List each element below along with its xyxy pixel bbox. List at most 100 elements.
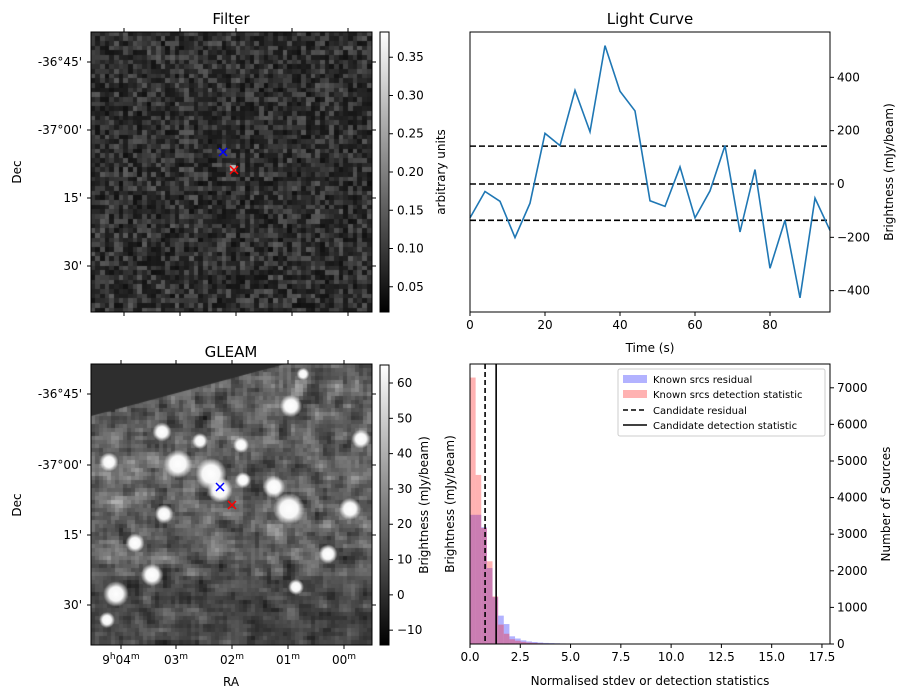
histogram-bar [515, 640, 521, 644]
filter-ytick: 15' [63, 191, 82, 205]
gleam-ytick: 30' [63, 598, 82, 612]
histogram-bar [526, 641, 532, 644]
histogram-bar [486, 561, 493, 644]
legend-label: Candidate detection statistic [653, 421, 797, 432]
gleam-ytick: -37°00' [38, 458, 82, 472]
filter-title: Filter [212, 10, 250, 28]
filter-colorbar-label: arbitrary units [434, 129, 448, 215]
filter-ytick: 30' [63, 259, 82, 273]
xtick-label: 10.0 [658, 650, 685, 664]
xtick-label: 12.5 [708, 650, 735, 664]
red-x-marker [227, 500, 237, 510]
histogram-bar [492, 596, 499, 644]
legend-label: Known srcs residual [653, 375, 752, 386]
legend-label: Candidate residual [653, 406, 747, 417]
lightcurve-xlabel: Time (s) [625, 341, 675, 355]
legend-swatch-detection [623, 390, 647, 398]
ytick-label: 200 [837, 124, 860, 138]
histogram-bar [537, 642, 544, 644]
colorbar-tick-label: 0.30 [397, 88, 424, 102]
colorbar-tick-label: 30 [397, 482, 412, 496]
histogram-bar [481, 527, 487, 644]
histogram-frame [469, 363, 831, 645]
histogram-bar [470, 514, 476, 644]
blue-x-marker [215, 482, 225, 492]
colorbar-tick-label: 0.15 [397, 203, 424, 217]
colorbar-tick-label: 0.20 [397, 165, 424, 179]
histogram-bar [498, 624, 504, 644]
colorbar-tick-label: 0.35 [397, 50, 424, 64]
colorbar-tick-label: 0 [397, 588, 405, 602]
histogram-bar [470, 377, 476, 644]
gleam-xtick-label: 01m [276, 652, 300, 667]
colorbar-tick-label: 0.05 [397, 280, 424, 294]
histogram-bar [509, 636, 516, 644]
ytick-right-label: 0 [837, 637, 845, 651]
ytick-right-label: 4000 [837, 491, 868, 505]
histogram-bar [531, 641, 538, 644]
gleam-colorbar [379, 364, 390, 646]
histogram-bar [486, 568, 493, 644]
colorbar-tick-label: 60 [397, 376, 412, 390]
filter-frame [90, 31, 373, 313]
lightcurve-series-line [469, 45, 831, 299]
colorbar-tick-label: 40 [397, 447, 412, 461]
xtick-label: 20 [537, 318, 552, 332]
ytick-right-label: 7000 [837, 381, 868, 395]
gleam-xtick-label: 9h04m [102, 652, 139, 667]
gleam-xtick-label: 03m [164, 652, 188, 667]
histogram-bar [481, 527, 487, 644]
xtick-label: 0.0 [460, 650, 479, 664]
xtick-label: 15.0 [758, 650, 785, 664]
lightcurve-ylabel: Brightness (mJy/beam) [882, 103, 896, 241]
histogram-bar [520, 640, 527, 644]
histogram-bar [531, 642, 538, 644]
legend-label: Known srcs detection statistic [653, 390, 802, 401]
ytick-right-label: 6000 [837, 417, 868, 431]
colorbar-tick-label: −10 [397, 623, 422, 637]
ytick-right-label: 3000 [837, 527, 868, 541]
histogram-bar [475, 474, 482, 644]
filter-ytick: -36°45' [38, 55, 82, 69]
histogram-legend: Known srcs residual Known srcs detection… [617, 368, 826, 437]
histogram-bar [498, 615, 504, 644]
colorbar-tick-label: 0.10 [397, 242, 424, 256]
ytick-label: −200 [837, 230, 870, 244]
ytick-right-label: 2000 [837, 564, 868, 578]
gleam-xtick-label: 02m [220, 652, 244, 667]
lightcurve-title: Light Curve [607, 10, 693, 28]
histogram-bar [520, 641, 527, 644]
filter-colorbar [379, 31, 390, 313]
ytick-right-label: 5000 [837, 454, 868, 468]
filter-ylabel: Dec [10, 160, 24, 183]
gleam-panel: GLEAM Dec -36°45' -37°00' 15' 30' 9h04m 0… [10, 343, 431, 689]
histogram-bar [503, 624, 510, 644]
histogram-bar [509, 639, 516, 644]
histogram-bar [475, 514, 482, 644]
lightcurve-panel: Light Curve 0 20 40 60 80 400 200 0 −200 −400 Tim… [466, 10, 896, 355]
gleam-xlabel: RA [223, 675, 240, 689]
xtick-label: 5.0 [561, 650, 580, 664]
histogram-bar [503, 633, 510, 644]
histogram-ylabel-left: Brightness (mJy/beam) [443, 435, 457, 573]
ytick-label: 400 [837, 70, 860, 84]
gleam-ytick: -36°45' [38, 387, 82, 401]
colorbar-tick-label: 0.25 [397, 127, 424, 141]
histogram-xlabel: Normalised stdev or detection statistics [531, 674, 770, 688]
xtick-label: 0 [466, 318, 474, 332]
gleam-colorbar-label: Brightness (mJy/beam) [417, 436, 431, 574]
gleam-xtick-label: 00m [332, 652, 356, 667]
histogram-bar [515, 638, 521, 644]
gleam-title: GLEAM [205, 343, 258, 361]
histogram-bar [543, 642, 549, 644]
histogram-panel: 0.0 2.5 5.0 7.5 10.0 12.5 15.0 17.50 1000 2000 300… [443, 363, 893, 688]
xtick-label: 7.5 [611, 650, 630, 664]
gleam-ytick: 15' [63, 528, 82, 542]
xtick-label: 60 [687, 318, 702, 332]
red-x-marker [229, 165, 239, 175]
histogram-ylabel-right: Number of Sources [879, 447, 893, 562]
filter-ytick: -37°00' [38, 123, 82, 137]
xtick-label: 80 [762, 318, 777, 332]
gleam-ylabel: Dec [10, 493, 24, 516]
